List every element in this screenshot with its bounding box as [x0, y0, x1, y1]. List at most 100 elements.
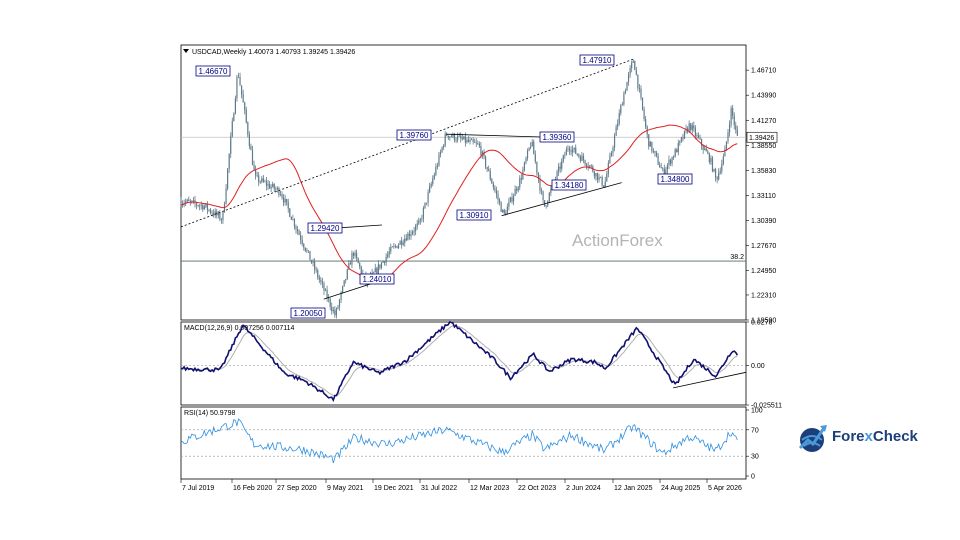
- candle-body: [387, 254, 389, 257]
- candle-body: [360, 266, 362, 274]
- candle-body: [256, 175, 258, 176]
- current-price-label: 1.39426: [749, 135, 774, 142]
- candle-body: [680, 137, 682, 141]
- candle-body: [464, 136, 466, 143]
- candle-body: [714, 169, 717, 178]
- candle-body: [604, 181, 606, 188]
- candle-body: [643, 109, 645, 120]
- collapse-triangle-icon[interactable]: [183, 49, 189, 53]
- candle-body: [324, 289, 327, 291]
- candle-body: [617, 123, 619, 127]
- candle-body: [694, 128, 696, 136]
- candle-body: [228, 153, 230, 169]
- macd-tick-label: 0.00: [751, 363, 765, 370]
- candle-body: [303, 243, 305, 248]
- candle-body: [582, 155, 585, 161]
- label-1-30910-box: [456, 209, 492, 221]
- candle-body: [408, 233, 411, 237]
- candle-body: [724, 148, 726, 157]
- candle-body: [508, 201, 510, 207]
- candle-body: [522, 169, 524, 180]
- candle-body: [598, 176, 600, 180]
- candle-body: [281, 194, 283, 198]
- candle-body: [290, 216, 292, 220]
- candle-body: [478, 143, 480, 146]
- candle-body: [716, 177, 718, 180]
- price-tick-label: 1.30390: [751, 218, 776, 225]
- candle-body: [603, 185, 605, 188]
- time-tick-label: 12 Mar 2023: [470, 485, 509, 492]
- candle-body: [677, 143, 679, 153]
- time-tick-label: 12 Jan 2025: [614, 485, 653, 492]
- candle-body: [405, 238, 407, 241]
- candle-body: [458, 135, 460, 137]
- candle-body: [335, 308, 338, 316]
- candle-body: [289, 208, 291, 217]
- time-tick-label: 22 Oct 2023: [518, 485, 556, 492]
- candle-body: [662, 168, 664, 169]
- candle-body: [565, 149, 567, 156]
- candle-body: [239, 76, 241, 86]
- candle-body: [399, 240, 401, 245]
- candle-body: [514, 189, 516, 197]
- candle-body: [735, 125, 737, 130]
- candle-body: [550, 188, 552, 193]
- candle-body: [649, 141, 651, 147]
- price-tick-label: 1.24950: [751, 268, 776, 275]
- candle-body: [298, 231, 300, 235]
- candle-body: [273, 183, 275, 189]
- candle-body: [713, 169, 715, 172]
- candle-body: [356, 252, 358, 258]
- candle-body: [259, 181, 261, 183]
- candle-body: [635, 70, 637, 75]
- candle-body: [286, 198, 288, 203]
- candle-body: [300, 234, 302, 240]
- time-tick-label: 9 May 2021: [327, 485, 364, 492]
- candle-body: [282, 197, 285, 203]
- candle-body: [233, 113, 235, 122]
- candle-body: [511, 197, 513, 202]
- candle-body: [632, 60, 634, 63]
- candle-body: [209, 209, 212, 213]
- candle-body: [374, 268, 376, 273]
- candle-body: [477, 143, 479, 144]
- candle-body: [293, 219, 296, 227]
- candle-body: [427, 192, 429, 203]
- candle-body: [494, 187, 496, 191]
- candle-body: [332, 310, 334, 312]
- candle-body: [486, 167, 488, 170]
- candle-body: [606, 173, 608, 182]
- candle-body: [581, 155, 583, 161]
- candle-body: [683, 130, 686, 139]
- candle-body: [199, 205, 201, 207]
- candle-body: [736, 129, 738, 136]
- candle-body: [733, 115, 735, 126]
- candle-body: [244, 102, 246, 110]
- candle-body: [671, 157, 673, 164]
- candle-body: [343, 280, 345, 287]
- candle-body: [461, 138, 463, 140]
- candle-body: [267, 183, 269, 186]
- candle-body: [253, 164, 255, 170]
- candle-body: [317, 270, 319, 278]
- price-tick-label: 1.35830: [751, 168, 776, 175]
- candle-body: [708, 153, 710, 163]
- candle-body: [697, 135, 700, 138]
- candle-body: [292, 219, 294, 220]
- candle-body: [213, 213, 215, 216]
- symbol-header: USDCAD,Weekly 1.40073 1.40793 1.39245 1.…: [192, 49, 355, 56]
- macd-tick-label: -0.025511: [751, 403, 782, 410]
- candle-body: [206, 204, 209, 210]
- candle-body: [564, 155, 566, 156]
- candle-body: [679, 140, 681, 144]
- price-tick-label: 1.27670: [751, 243, 776, 250]
- candle-body: [512, 196, 515, 202]
- candle-body: [469, 140, 471, 142]
- candle-body: [391, 246, 393, 248]
- label-1-20050-box: [290, 307, 326, 319]
- candle-body: [730, 108, 732, 125]
- candle-body: [245, 109, 247, 123]
- candle-body: [202, 204, 204, 210]
- candle-body: [220, 219, 223, 221]
- candle-body: [506, 206, 508, 215]
